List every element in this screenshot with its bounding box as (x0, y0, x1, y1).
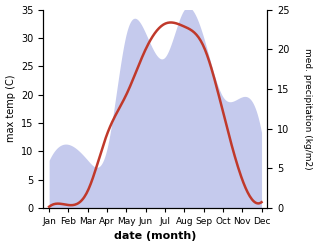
Y-axis label: med. precipitation (kg/m2): med. precipitation (kg/m2) (303, 48, 313, 169)
X-axis label: date (month): date (month) (114, 231, 197, 242)
Y-axis label: max temp (C): max temp (C) (5, 75, 16, 143)
